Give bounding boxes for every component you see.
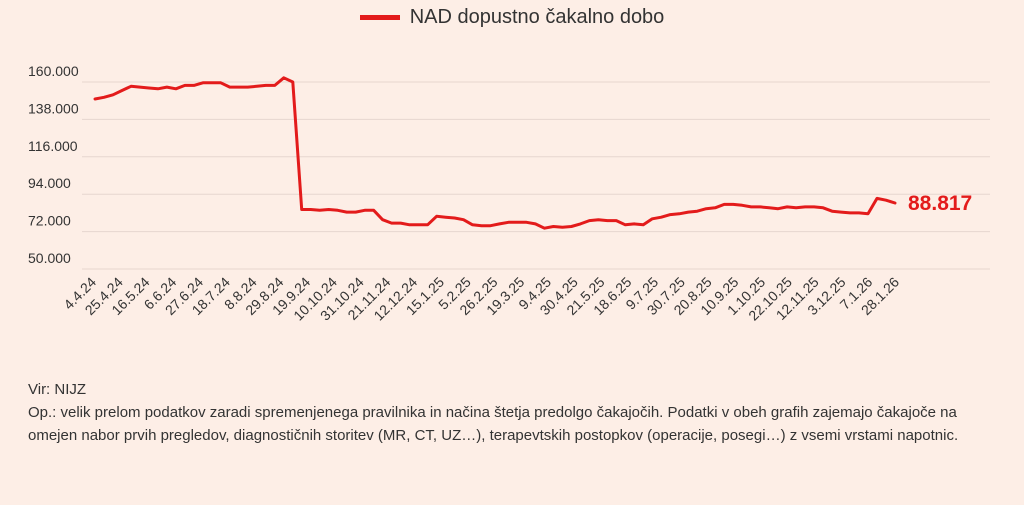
y-tick-label: 94.000 — [28, 175, 71, 191]
chart-notes: Vir: NIJZ Op.: velik prelom podatkov zar… — [28, 378, 1008, 447]
y-tick-label: 50.000 — [28, 250, 71, 266]
remark-note: Op.: velik prelom podatkov zaradi spreme… — [28, 404, 959, 444]
source-note: Vir: NIJZ — [28, 381, 87, 398]
y-tick-label: 116.000 — [28, 138, 78, 154]
y-tick-label: 72.000 — [28, 213, 71, 229]
legend-swatch — [359, 15, 400, 20]
y-tick-label: 138.000 — [28, 100, 79, 116]
line-chart: 160.000 138.000 116.000 94.000 72.000 50.000 8… — [28, 63, 990, 324]
end-value-label: 88.817 — [908, 192, 972, 215]
legend-label: NAD dopustno čakalno dobo — [409, 6, 665, 28]
chart-legend: NAD dopustno čakalno dobo — [0, 6, 1024, 29]
y-tick-label: 160.000 — [28, 63, 79, 79]
series-line — [93, 76, 897, 230]
